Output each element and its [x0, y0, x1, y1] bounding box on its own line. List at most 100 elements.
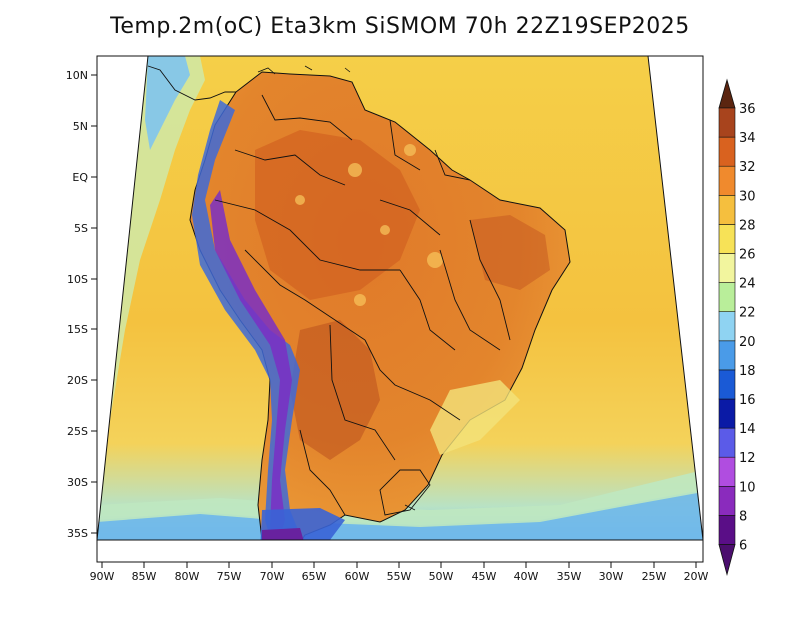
colorbar-swatch — [718, 427, 736, 458]
lon-axis: 90W 85W 80W 75W 70W 65W 60W 55W 50W 45W … — [90, 562, 709, 583]
colorbar-label: 34 — [739, 131, 756, 146]
patagonia-cold-tip — [260, 508, 345, 540]
lat-tick-label: 10N — [66, 69, 88, 82]
lon-tick: 35W — [557, 562, 582, 583]
colorbar-swatch — [718, 398, 736, 429]
lat-tick: 30S — [67, 476, 97, 489]
colorbar-label: 14 — [739, 422, 756, 437]
colorbar-under-arrow — [718, 544, 736, 577]
colorbar-label: 32 — [739, 160, 756, 175]
lon-tick-label: 60W — [345, 570, 370, 583]
colorbar-label: 30 — [739, 189, 756, 204]
south-cold-band — [97, 490, 703, 540]
lat-tick: 10N — [66, 69, 97, 82]
lat-tick-label: EQ — [72, 171, 88, 184]
colorbar-label: 36 — [739, 102, 756, 117]
lon-tick-label: 65W — [302, 570, 327, 583]
central-america-coast — [147, 65, 236, 101]
lon-tick-label: 50W — [429, 570, 454, 583]
axis-box — [96, 55, 704, 563]
andes-high-strip — [210, 190, 292, 540]
lon-tick: 40W — [514, 562, 539, 583]
colorbar-swatch — [718, 195, 736, 225]
lat-axis: 10N 5N EQ 5S 10S 15S 20S 25S 30S 35S — [66, 69, 97, 540]
lat-tick-label: 15S — [67, 323, 88, 336]
lon-tick-label: 45W — [472, 570, 497, 583]
southeast-cool-zone — [430, 380, 520, 455]
lat-tick: 20S — [67, 374, 97, 387]
lon-tick-label: 35W — [557, 570, 582, 583]
lon-tick: 70W — [260, 562, 285, 583]
lon-tick: 55W — [387, 562, 412, 583]
lon-tick-label: 20W — [684, 570, 709, 583]
colorbar: 6 8 10 12 14 16 18 20 22 24 26 28 30 32 34 36 — [718, 78, 756, 577]
lat-tick: EQ — [72, 171, 97, 184]
lon-tick: 80W — [175, 562, 200, 583]
lat-tick: 15S — [67, 323, 97, 336]
colorbar-label: 6 — [739, 539, 747, 554]
lat-tick: 25S — [67, 425, 97, 438]
colorbar-label: 16 — [739, 393, 756, 408]
lon-tick: 90W — [90, 562, 115, 583]
lon-tick-label: 30W — [599, 570, 624, 583]
colorbar-swatch — [718, 515, 736, 545]
lat-tick: 10S — [67, 273, 97, 286]
colorbar-swatch — [718, 224, 736, 254]
colorbar-label: 8 — [739, 509, 747, 524]
colorbar-label: 24 — [739, 277, 756, 292]
colorbar-over-arrow — [718, 78, 736, 109]
lat-tick: 5N — [73, 120, 97, 133]
lat-tick: 35S — [67, 527, 97, 540]
lon-tick-label: 70W — [260, 570, 285, 583]
lon-tick: 30W — [599, 562, 624, 583]
lon-tick: 85W — [132, 562, 157, 583]
south-cool-band — [97, 470, 703, 527]
lat-tick-label: 20S — [67, 374, 88, 387]
lon-tick: 20W — [684, 562, 709, 583]
pacific-cold-zone — [145, 56, 190, 150]
andes-cold-strip — [192, 100, 300, 540]
colorbar-swatch — [718, 456, 736, 487]
lat-tick-label: 25S — [67, 425, 88, 438]
lat-tick-label: 10S — [67, 273, 88, 286]
colorbar-swatch — [718, 485, 736, 516]
patagonia-coldest — [262, 528, 305, 540]
colorbar-swatch — [718, 136, 736, 167]
colorbar-swatch — [718, 253, 736, 283]
colorbar-swatch — [718, 107, 736, 138]
lon-tick-label: 55W — [387, 570, 412, 583]
colorbar-label: 22 — [739, 306, 756, 321]
lon-tick: 75W — [217, 562, 242, 583]
lat-tick-label: 5S — [74, 222, 88, 235]
northeast-hot-patch — [470, 215, 550, 290]
colorbar-label: 12 — [739, 451, 756, 466]
lon-tick-label: 25W — [642, 570, 667, 583]
warm-spots — [295, 144, 443, 306]
lon-tick: 65W — [302, 562, 327, 583]
lon-tick-label: 75W — [217, 570, 242, 583]
lat-tick-label: 35S — [67, 527, 88, 540]
lon-tick: 45W — [472, 562, 497, 583]
colorbar-label: 10 — [739, 480, 756, 495]
lon-tick: 25W — [642, 562, 667, 583]
lon-tick-label: 80W — [175, 570, 200, 583]
country-borders — [214, 94, 511, 516]
colorbar-label: 26 — [739, 248, 756, 263]
lon-tick-label: 40W — [514, 570, 539, 583]
colorbar-swatch — [718, 369, 736, 400]
colorbar-swatch — [718, 311, 736, 342]
lat-tick-label: 5N — [73, 120, 88, 133]
colorbar-swatch — [718, 282, 736, 313]
map-title: Temp.2m(oC) Eta3km SiSMOM 70h 22Z19SEP20… — [110, 14, 690, 39]
lat-tick: 5S — [74, 222, 97, 235]
lon-tick: 50W — [429, 562, 454, 583]
amazon-hot-patch — [255, 130, 420, 300]
lat-tick-label: 30S — [67, 476, 88, 489]
colorbar-label: 20 — [739, 335, 756, 350]
lon-tick: 60W — [345, 562, 370, 583]
colorbar-label: 28 — [739, 218, 756, 233]
lon-tick-label: 90W — [90, 570, 115, 583]
colorbar-label: 18 — [739, 364, 756, 379]
lon-tick-label: 85W — [132, 570, 157, 583]
